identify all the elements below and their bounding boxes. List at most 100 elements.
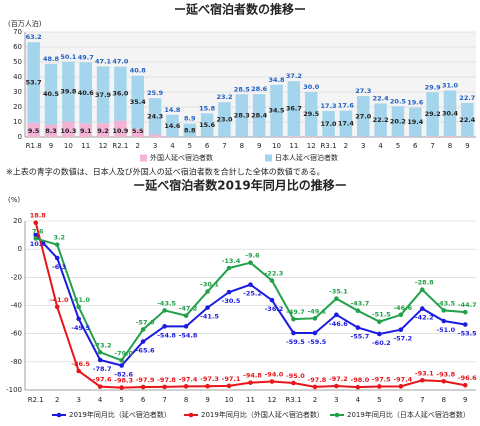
value-label: -97.9	[136, 376, 155, 384]
value-label: -42.2	[415, 314, 434, 322]
x-tick-label: 3	[76, 396, 80, 404]
point	[377, 384, 382, 389]
value-label: 17.4	[338, 120, 355, 128]
value-label: -59.5	[286, 338, 305, 346]
value-label: -97.4	[179, 375, 198, 383]
value-label: -9.6	[245, 252, 260, 260]
value-label: 30.4	[442, 109, 459, 117]
point	[291, 330, 296, 336]
value-label: -43.5	[436, 299, 455, 307]
value-label: 39.8	[60, 88, 77, 96]
value-label: -97.3	[200, 375, 219, 383]
total-label: 19.6	[407, 99, 424, 107]
value-label: -65.6	[136, 347, 155, 355]
point	[33, 232, 39, 238]
total-label: 8.9	[184, 115, 196, 123]
legend-label: 日本人延べ宿泊者数	[275, 153, 338, 162]
point	[312, 384, 318, 390]
bar-segment	[443, 90, 457, 137]
y-axis-label: (%)	[8, 196, 20, 204]
total-label: 28.5	[234, 85, 251, 93]
bar-segment	[270, 84, 283, 137]
x-tick-label: 9	[205, 396, 209, 404]
bar-segment	[96, 66, 110, 124]
point	[76, 304, 81, 310]
total-label: 63.2	[26, 33, 42, 41]
bar-segment	[148, 98, 162, 135]
value-label: -30.1	[200, 281, 219, 289]
point	[334, 383, 339, 389]
value-label: -59.5	[308, 338, 327, 346]
point	[269, 379, 275, 384]
y-tick-label: 20	[13, 103, 22, 111]
total-label: 22.7	[459, 94, 475, 102]
value-label: 24.3	[147, 112, 163, 120]
bar-segment	[235, 94, 249, 137]
y-tick-label: 0	[18, 245, 22, 253]
point	[162, 308, 167, 313]
x-tick-label: 5	[188, 142, 192, 150]
value-label: -86.5	[71, 360, 90, 368]
y-tick-label: 50	[13, 58, 22, 66]
value-label: 10.9	[112, 127, 129, 135]
bar-segment	[252, 94, 266, 137]
x-tick-label: 11	[246, 396, 255, 404]
x-tick-label: 10	[225, 396, 234, 404]
value-label: -49.5	[71, 324, 90, 332]
value-label: 40.5	[43, 90, 60, 98]
x-tick-label: 2	[344, 142, 348, 150]
value-label: -97.2	[329, 375, 348, 383]
value-label: -35.1	[329, 288, 348, 296]
value-label: -6.3	[52, 263, 66, 271]
point	[355, 384, 361, 390]
chart-title: ー延べ宿泊者数2019年同月比の推移ー	[133, 178, 346, 193]
point	[291, 380, 296, 386]
bar-segment	[44, 63, 58, 125]
value-label: -98.0	[351, 376, 370, 384]
x-tick-label: 4	[98, 396, 103, 404]
value-label: 36.0	[112, 90, 129, 98]
total-label: 15.8	[199, 104, 216, 112]
value-label: 29.5	[303, 110, 320, 118]
value-label: -41.0	[71, 296, 90, 304]
bar-segment	[374, 103, 387, 137]
point	[97, 384, 103, 389]
x-tick-label: 11	[81, 142, 90, 150]
x-tick-label: 6	[141, 396, 146, 404]
total-label: 20.5	[390, 97, 407, 105]
value-label: -98.3	[114, 377, 133, 385]
total-label: 30.0	[303, 83, 320, 91]
value-label: -57.0	[136, 318, 155, 326]
x-tick-label: 12	[307, 142, 316, 150]
point	[398, 327, 404, 333]
value-label: -41.0	[50, 296, 69, 304]
point	[54, 242, 60, 247]
total-label: 14.8	[164, 106, 181, 114]
point	[355, 325, 361, 330]
point	[377, 319, 382, 324]
value-label: 9.1	[80, 127, 92, 135]
point	[334, 312, 339, 318]
x-tick-label: R3.1	[285, 396, 301, 404]
total-label: 31.0	[442, 82, 459, 90]
total-label: 49.7	[78, 53, 94, 61]
value-label: -73.2	[93, 341, 112, 349]
value-label: -46.6	[329, 320, 348, 328]
y-axis-label: (百万人泊)	[8, 19, 42, 28]
value-label: 37.9	[95, 91, 112, 99]
total-label: 50.1	[60, 53, 77, 61]
total-label: 27.3	[355, 87, 371, 95]
value-label: -97.6	[93, 376, 112, 384]
y-tick-label: 30	[13, 88, 22, 96]
value-label: -53.5	[458, 330, 477, 338]
point	[248, 380, 253, 385]
bar-segment	[409, 107, 422, 137]
value-label: 28.3	[234, 111, 250, 119]
value-label: 34.5	[268, 107, 285, 115]
value-label: 22.2	[373, 116, 389, 124]
bar-segment	[304, 136, 318, 137]
point	[76, 368, 81, 374]
value-label: 5.5	[132, 127, 144, 135]
point	[162, 384, 167, 390]
bar-segment	[357, 96, 370, 137]
